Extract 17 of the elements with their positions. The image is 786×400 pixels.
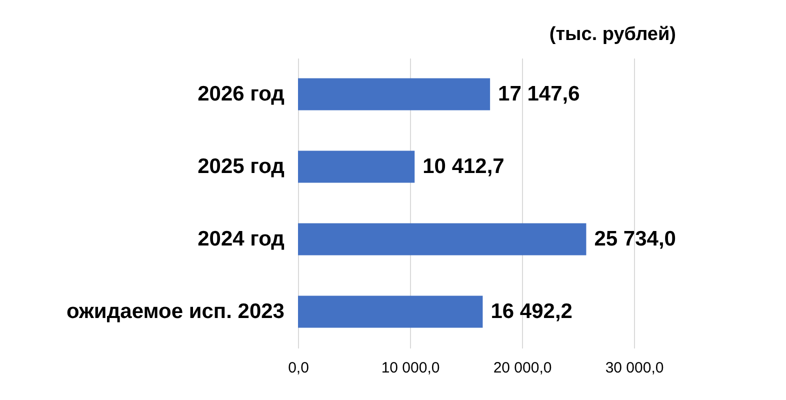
- data-label: 16 492,2: [490, 300, 572, 323]
- bar: [298, 223, 586, 256]
- chart-title: (тыс. рублей): [549, 24, 676, 45]
- y-tick-label: 2026 год: [198, 82, 284, 106]
- data-label: 10 412,7: [422, 154, 504, 178]
- x-tick-label: 20 000,0: [493, 360, 552, 376]
- y-tick-label: 2024 год: [198, 227, 284, 250]
- x-tick-label: 30 000,0: [605, 360, 664, 376]
- bar: [298, 150, 415, 183]
- data-label: 25 734,0: [594, 227, 676, 250]
- x-tick-label: 10 000,0: [381, 360, 440, 376]
- y-tick-label: ожидаемое исп. 2023: [66, 300, 284, 323]
- y-tick-label: 2025 год: [198, 154, 284, 178]
- bar: [298, 296, 483, 328]
- x-tick-label: 0,0: [288, 360, 309, 376]
- bar: [298, 78, 490, 110]
- data-label: 17 147,6: [498, 82, 580, 106]
